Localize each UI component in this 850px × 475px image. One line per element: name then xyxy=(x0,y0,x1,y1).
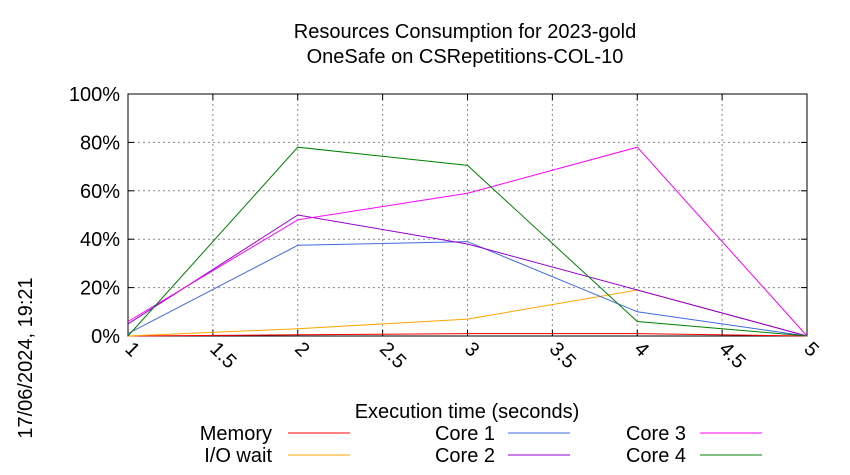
y-tick-label: 100% xyxy=(69,84,120,106)
series-line-core-2 xyxy=(127,214,808,337)
chart-subtitle: OneSafe on CSRepetitions-COL-10 xyxy=(307,46,624,68)
y-tick-label: 0% xyxy=(91,326,120,348)
x-tick-label: 2.5 xyxy=(375,338,410,373)
y-tick-label: 40% xyxy=(80,229,120,251)
series-line-core-3 xyxy=(127,146,808,337)
legend-label-core-4: Core 4 xyxy=(626,445,686,467)
legend-label-core-2: Core 2 xyxy=(435,445,495,467)
y-tick-label: 20% xyxy=(80,278,120,300)
axis-ticks: 0% 20% 40% 60% 80% 100% 1 1.5 2 2.5 3 3.5 4 4.5 5 xyxy=(69,84,823,373)
legend-label-core-3: Core 3 xyxy=(626,423,686,445)
legend-label-core-1: Core 1 xyxy=(435,423,495,445)
legend-label-i-o-wait: I/O wait xyxy=(204,445,272,467)
x-axis-label: Execution time (seconds) xyxy=(355,401,580,423)
x-tick-label: 4.5 xyxy=(715,338,750,373)
series-line-core-1 xyxy=(127,241,808,337)
legend-label-memory: Memory xyxy=(200,423,272,445)
grid xyxy=(128,94,807,336)
x-tick-label: 1.5 xyxy=(205,338,240,373)
chart-title: Resources Consumption for 2023-gold xyxy=(294,21,636,43)
series-lines xyxy=(127,146,808,337)
y-tick-label: 80% xyxy=(80,132,120,154)
y-tick-label: 60% xyxy=(80,181,120,203)
x-tick-label: 3 xyxy=(460,338,483,361)
x-tick-label: 3.5 xyxy=(545,338,580,373)
x-tick-label: 2 xyxy=(290,338,313,361)
x-tick-label: 1 xyxy=(120,338,143,361)
x-tick-label: 5 xyxy=(799,338,822,361)
series-line-core-4 xyxy=(127,146,808,337)
series-line-memory xyxy=(127,333,808,337)
timestamp-label: 17/06/2024, 19:21 xyxy=(15,277,37,438)
x-tick-label: 4 xyxy=(630,338,653,361)
